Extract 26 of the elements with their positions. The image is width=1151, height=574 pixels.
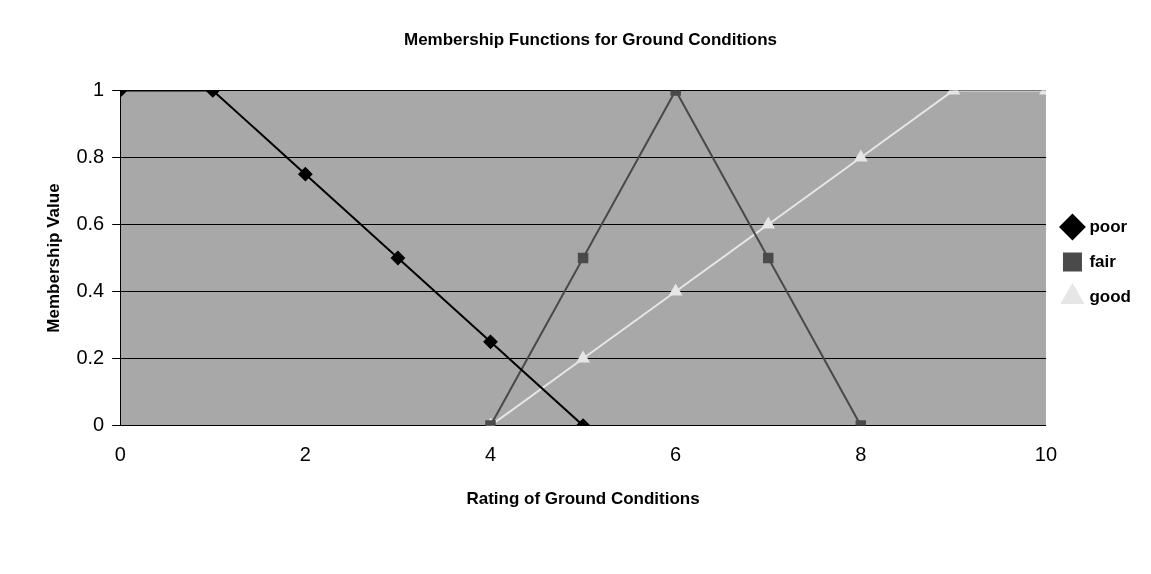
y-tick-label: 0.4 [76, 279, 105, 302]
legend-label: poor [1089, 216, 1128, 236]
x-axis-title: Rating of Ground Conditions [466, 489, 700, 509]
point [483, 334, 498, 349]
y-axis-title: Membership Value [43, 183, 63, 333]
point [762, 217, 775, 229]
y-tick-label: 0 [93, 413, 105, 436]
x-tick-label: 4 [484, 443, 497, 466]
y-tick-label: 0.6 [76, 212, 105, 234]
x-tick-label: 8 [855, 443, 867, 466]
point [762, 252, 774, 264]
legend-label: good [1089, 286, 1132, 306]
y-tick-label: 1 [93, 77, 105, 100]
point [390, 251, 405, 265]
x-tick-label: 10 [1034, 443, 1058, 466]
x-tick-label: 6 [670, 443, 682, 466]
legend-label: fair [1089, 251, 1117, 271]
point [576, 351, 590, 363]
x-tick-label: 0 [114, 443, 126, 466]
point [669, 284, 682, 296]
chart-title: Membership Functions for Ground Conditions [403, 29, 778, 49]
y-tick-label: 0.8 [76, 144, 105, 167]
point [577, 252, 589, 264]
point [298, 167, 313, 182]
x-tick-label: 2 [299, 443, 311, 466]
y-tick-label: 0.2 [76, 346, 105, 369]
